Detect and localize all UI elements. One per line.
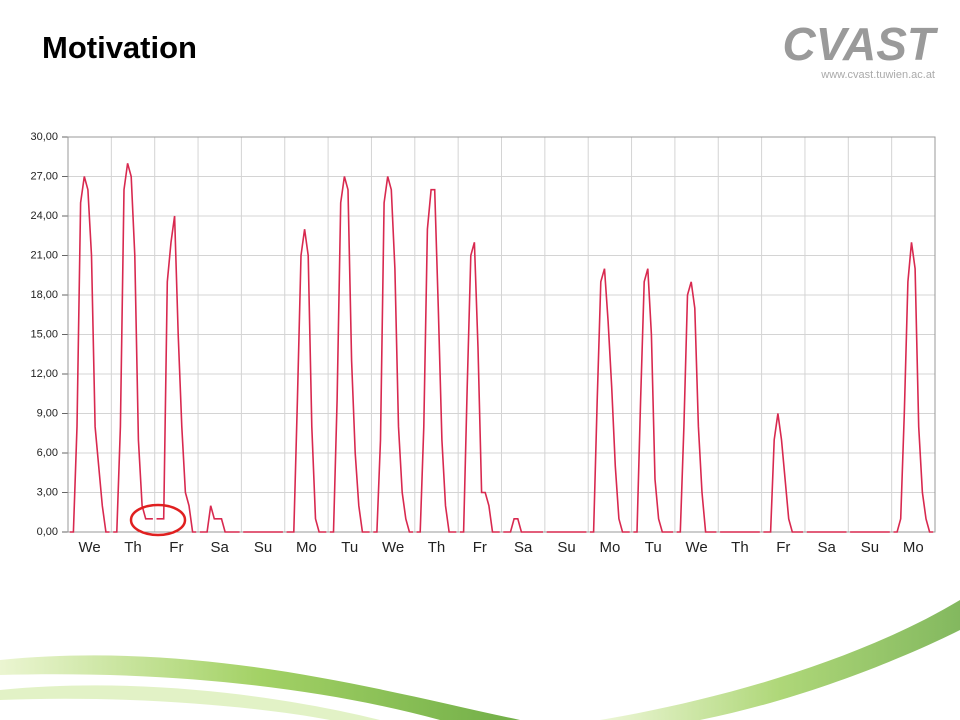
- x-tick-label: Sa: [514, 539, 533, 556]
- series-line: [286, 229, 327, 533]
- swoosh: [0, 685, 380, 720]
- chart: 0,00 3,00 6,00 9,00 12,00 15,00 18,00 21,00 24,0…: [30, 131, 936, 556]
- y-tick-label: 30,00: [30, 131, 58, 143]
- series-line: [893, 242, 934, 533]
- y-tick-label: 27,00: [30, 170, 58, 182]
- x-tick-label: Th: [731, 539, 749, 556]
- highlight-circle: [129, 503, 187, 537]
- series-line: [676, 281, 717, 533]
- x-tick-label: Sa: [211, 539, 230, 556]
- series-line: [590, 268, 630, 533]
- x-tick-label: Sa: [817, 539, 836, 556]
- x-tick-label: Fr: [169, 539, 183, 556]
- series-line: [199, 505, 240, 533]
- y-tick-label: 15,00: [30, 328, 58, 340]
- series-line: [503, 517, 543, 533]
- series-line: [69, 176, 110, 533]
- series-line: [416, 188, 457, 533]
- series-line: [113, 163, 153, 533]
- y-tick-label: 6,00: [37, 447, 58, 459]
- slide-title: Motivation: [42, 30, 197, 65]
- series-line: [156, 215, 197, 533]
- x-tick-label: Tu: [645, 539, 662, 556]
- series-line: [373, 176, 413, 533]
- x-tick-label: Tu: [341, 539, 358, 556]
- logo-url: www.cvast.tuwien.ac.at: [820, 69, 935, 81]
- plot-frame: [67, 136, 936, 533]
- x-tick-label: We: [382, 539, 404, 556]
- x-tick-label: Mo: [903, 539, 924, 556]
- x-tick-label: Th: [428, 539, 446, 556]
- series-line: [460, 242, 500, 533]
- y-tick-label: 18,00: [30, 289, 58, 301]
- y-tick-label: 12,00: [30, 368, 58, 380]
- x-tick-label: Fr: [776, 539, 790, 556]
- x-tick-label: Mo: [296, 539, 317, 556]
- y-tick-label: 3,00: [37, 486, 58, 498]
- series-line: [763, 413, 804, 533]
- x-tick-label: Mo: [599, 539, 620, 556]
- x-tick-label: Th: [124, 539, 142, 556]
- y-tick-label: 0,00: [37, 526, 58, 538]
- x-tick-label: Fr: [473, 539, 487, 556]
- y-tick-label: 24,00: [30, 210, 58, 222]
- y-tick-label: 9,00: [37, 407, 58, 419]
- series-line: [633, 268, 674, 533]
- logo: CVAST: [783, 18, 939, 70]
- y-tick-label: 21,00: [30, 249, 58, 261]
- x-tick-label: Su: [861, 539, 879, 556]
- x-tick-label: Su: [254, 539, 272, 556]
- x-tick-label: We: [685, 539, 707, 556]
- swoosh: [0, 655, 520, 720]
- x-tick-label: We: [79, 539, 101, 556]
- series-line: [329, 176, 370, 533]
- x-tick-label: Su: [557, 539, 575, 556]
- swoosh: [600, 600, 960, 720]
